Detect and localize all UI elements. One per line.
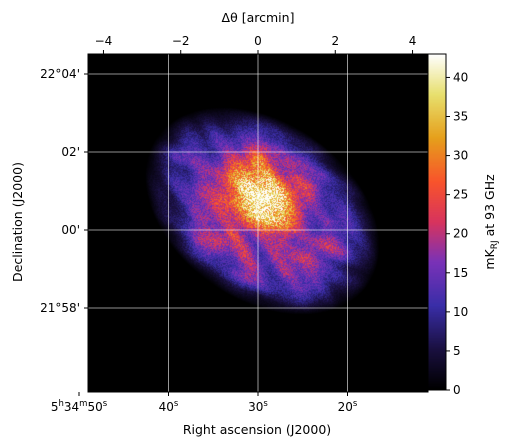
dtheta-tick-label: −4 <box>95 34 113 48</box>
ra-tick-label: 5h34m50s <box>51 399 108 414</box>
dec-tick-label: 22°04' <box>40 67 80 81</box>
colorbar-tick-label: 40 <box>453 70 468 84</box>
colorbar: mKRJ at 93 GHz <box>427 53 500 391</box>
axis-ticks <box>78 50 414 396</box>
colorbar-tick-label: 20 <box>453 227 468 241</box>
dtheta-tick-label: 2 <box>331 34 339 48</box>
dec-tick-label: 21°58' <box>40 301 80 315</box>
colorbar-tick-label: 35 <box>453 110 468 124</box>
dtheta-tick-label: −2 <box>172 34 190 48</box>
left-axis-title: Declination (J2000) <box>10 162 25 282</box>
colorbar-frame <box>427 53 447 391</box>
colorbar-tick-label: 25 <box>453 188 468 202</box>
ra-tick-label: 30s <box>248 399 268 414</box>
dec-tick-label: 02' <box>61 145 80 159</box>
colorbar-ticks <box>446 76 450 391</box>
sky-image-panel <box>78 50 429 396</box>
colorbar-label: mKRJ at 93 GHz <box>482 174 500 270</box>
ra-tick-label: 40s <box>159 399 179 414</box>
ra-tick-label: 20s <box>338 399 358 414</box>
top-axis-title: Δθ [arcmin] <box>222 10 295 25</box>
colorbar-tick-label: 5 <box>453 344 461 358</box>
colorbar-tick-label: 30 <box>453 149 468 163</box>
colorbar-gradient <box>428 54 446 390</box>
colorbar-tick-label: 10 <box>453 305 468 319</box>
dtheta-tick-label: 4 <box>409 34 417 48</box>
dtheta-tick-label: 0 <box>254 34 262 48</box>
coordinate-grid <box>78 54 428 392</box>
dec-tick-label: 00' <box>61 223 80 237</box>
colorbar-tick-label: 0 <box>453 383 461 397</box>
bottom-axis-title: Right ascension (J2000) <box>183 422 331 437</box>
colorbar-tick-label: 15 <box>453 266 468 280</box>
